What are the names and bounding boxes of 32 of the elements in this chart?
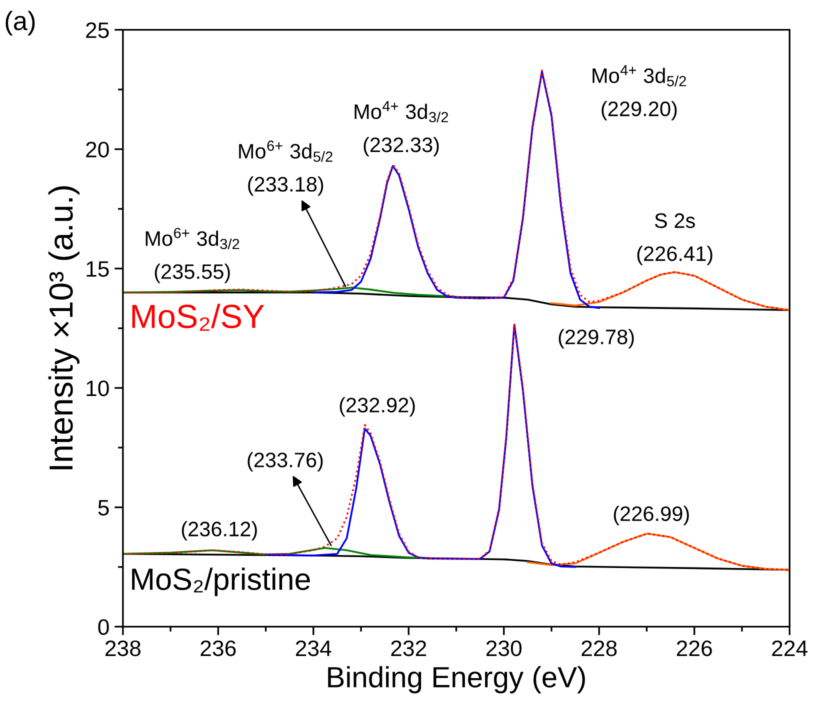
x-tick-label: 238 <box>105 640 140 656</box>
annotation: (232.92) <box>340 397 415 417</box>
y-tick-label: 15 <box>86 261 109 277</box>
annotation: Mo$^{4+}$ 3d$_{3/2}$ (232.33) <box>354 101 448 156</box>
annotation: MoS₂/pristine <box>132 568 310 596</box>
x-tick-label: 234 <box>296 640 332 656</box>
annotation: Mo$^{4+}$ 3d$_{5/2}$ (229.20) <box>592 65 686 120</box>
annotation: MoS₂/SY <box>132 304 264 331</box>
annotation: Mo$^{6+}$ 3d$_{3/2}$ (235.55) <box>146 228 240 284</box>
annotation: (226.99) <box>614 506 689 526</box>
x-tick-label: 232 <box>391 640 426 656</box>
x-axis-title: Binding Energy (eV) <box>328 666 585 694</box>
y-tick-label: 20 <box>86 142 109 158</box>
y-tick-label: 10 <box>86 380 109 396</box>
y-tick-label: 5 <box>98 500 109 516</box>
y-axis-title: Intensity ×10³ (a.u.) <box>48 186 80 470</box>
annotation: (236.12) <box>182 521 257 541</box>
annotation: (229.78) <box>558 329 634 348</box>
line-series <box>122 286 458 298</box>
annotation: S 2s (226.41) <box>637 213 712 266</box>
line-series <box>550 271 790 311</box>
annotation: (233.76) <box>248 452 323 472</box>
text: (a) <box>6 10 35 36</box>
x-tick-label: 236 <box>200 640 236 656</box>
x-tick-label: 230 <box>486 640 522 656</box>
line-series <box>526 532 790 571</box>
y-tick-label: 25 <box>86 22 109 38</box>
annotation: Mo$^{6+}$ 3d$_{5/2}$ (233.18) <box>239 140 332 196</box>
x-tick-label: 228 <box>582 640 617 656</box>
y-tick-label: 0 <box>98 619 109 635</box>
x-tick-label: 224 <box>772 640 808 656</box>
x-tick-label: 226 <box>676 640 712 656</box>
